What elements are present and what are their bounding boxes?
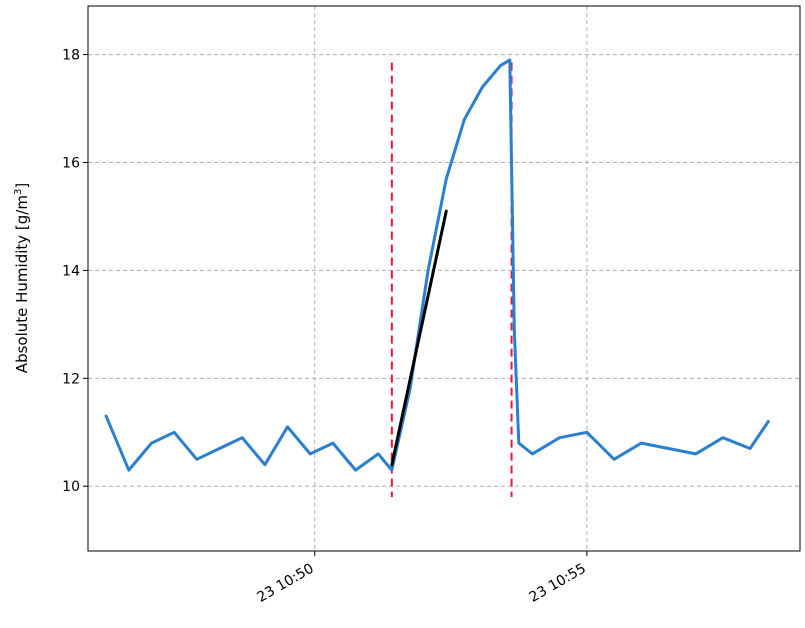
plot-background: [88, 6, 800, 551]
fit-line: [390, 209, 448, 467]
series-group: [104, 58, 770, 472]
y-tick-label: 10: [62, 479, 80, 495]
y-tick-label: 18: [62, 48, 80, 64]
x-axis-ticks: 23 10:50 23 10:55: [255, 551, 589, 606]
humidity-series-line: [104, 58, 770, 472]
fit-group: [390, 209, 448, 467]
x-tick-label: 23 10:50: [255, 561, 317, 606]
y-tick-label: 16: [62, 155, 80, 171]
x-tick-label: 23 10:55: [527, 561, 589, 606]
plot-frame: [87, 5, 801, 552]
y-axis-ticks: 10 12 14 16 18: [62, 48, 88, 495]
y-axis-label: Absolute Humidity [g/m3]: [13, 183, 31, 373]
y-tick-label: 12: [62, 371, 80, 387]
y-tick-label: 14: [62, 263, 80, 279]
